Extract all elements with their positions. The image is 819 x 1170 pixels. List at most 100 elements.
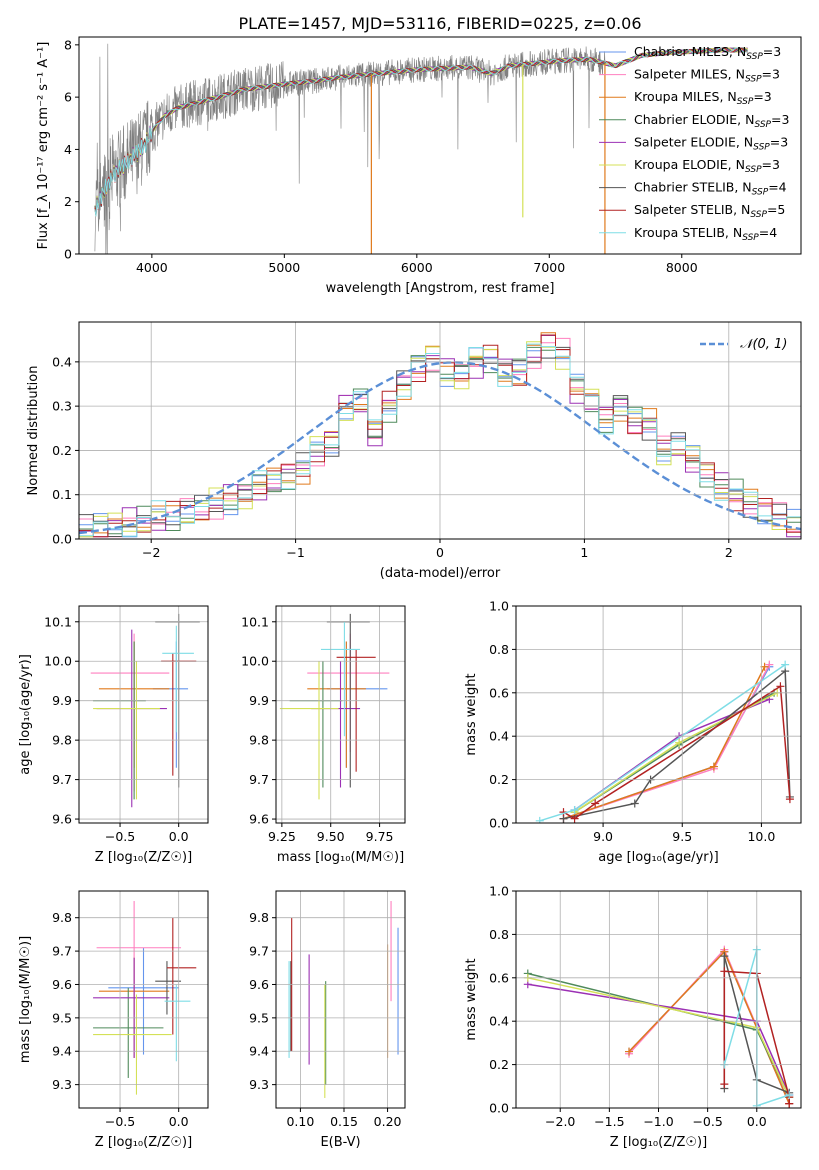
legend-suffix: =3	[753, 89, 771, 104]
x-tick-label: 1	[580, 545, 588, 560]
y-axis-label: mass weight	[464, 958, 479, 1040]
x-tick-label: 9.0	[593, 829, 613, 844]
legend-label: Salpeter STELIB, N	[634, 202, 750, 217]
y-tick-label: 10.1	[44, 614, 72, 629]
y-tick-label: 0.6	[489, 685, 509, 700]
axes-frame	[275, 890, 406, 1109]
y-tick-label: 9.3	[249, 1077, 269, 1092]
series-marker	[785, 795, 794, 804]
y-tick-label: 0.0	[489, 1101, 509, 1116]
x-tick-label: −0.5	[692, 1114, 722, 1129]
plot-area	[90, 613, 200, 808]
legend-label: Chabrier STELIB, N	[634, 180, 752, 195]
y-tick-label: 9.5	[249, 1010, 269, 1025]
observed-spectrum-line	[94, 43, 606, 254]
chart-age-vs-Z: −0.5 0.0 9.6 9.7 9.8 9.9 10.0 10.1 Z [log₁₀(Z/Z☉…	[18, 605, 209, 865]
legend-subscript: SSP	[752, 188, 769, 198]
axes-frame	[78, 36, 802, 255]
series-marker	[776, 682, 785, 691]
legend-suffix: =3	[762, 67, 780, 82]
legend-subscript: SSP	[745, 165, 762, 175]
y-tick-label: 9.8	[249, 910, 269, 925]
legend-entry: Kroupa MILES, NSSP=3	[634, 89, 772, 107]
axes-frame	[275, 605, 406, 824]
x-tick-label: 9.25	[268, 829, 296, 844]
chart-weight-vs-age: 9.0 9.5 10.0 0.0 0.2 0.4 0.6 0.8 1.0 age [log₁₀(a…	[464, 599, 802, 865]
legend-label: Chabrier ELODIE, N	[634, 112, 754, 127]
y-tick-label: 1.0	[489, 884, 509, 899]
y-axis-label: Flux [f_λ 10⁻¹⁷ erg cm⁻² s⁻¹ A⁻¹]	[36, 42, 51, 250]
legend-entry: Chabrier ELODIE, NSSP=3	[634, 112, 789, 130]
series-line	[563, 685, 791, 820]
y-axis-label: mass weight	[464, 673, 479, 755]
legend-label: Salpeter MILES, N	[634, 67, 745, 82]
y-tick-label: 9.7	[249, 772, 269, 787]
series-marker	[675, 738, 684, 747]
y-tick-label: 9.6	[249, 812, 269, 827]
legend-suffix: =3	[771, 112, 789, 127]
y-axis-label: age [log₁₀(age/yr)]	[18, 654, 33, 775]
chart-weight-vs-Z: −2.0 −1.5 −1.0 −0.5 0.0 0.0 0.2 0.4 0.6 0.8 1.0 Z […	[464, 884, 802, 1150]
axes-frame	[515, 605, 802, 824]
series-marker	[720, 952, 729, 961]
x-axis-label: E(B-V)	[320, 1135, 360, 1150]
y-tick-label: 4	[64, 142, 72, 157]
y-tick-label: 10.1	[241, 614, 269, 629]
y-tick-label: 0.6	[489, 970, 509, 985]
legend-label: Kroupa STELIB, N	[634, 225, 742, 240]
y-tick-label: 0.0	[489, 816, 509, 831]
series-marker	[535, 816, 544, 823]
x-tick-label: 2	[725, 545, 733, 560]
legend-entry: Kroupa STELIB, NSSP=4	[634, 225, 777, 243]
x-axis-label: (data-model)/error	[380, 566, 501, 581]
x-axis-label: mass [log₁₀(M/M☉)]	[277, 850, 404, 865]
axes-frame	[78, 605, 209, 824]
chart-spectrum: 4000 5000 6000 7000 8000 0 2 4 6 8 wavelength [Ang…	[36, 36, 802, 296]
x-tick-label: 0.20	[374, 1114, 402, 1129]
x-tick-label: 6000	[401, 260, 433, 275]
series-marker	[591, 799, 600, 808]
model-spectrum-line	[94, 47, 748, 217]
x-tick-label: 0.0	[747, 1114, 767, 1129]
legend-suffix: =3	[763, 44, 781, 59]
series-marker	[709, 762, 718, 771]
x-axis-label: wavelength [Angstrom, rest frame]	[326, 281, 555, 296]
y-tick-label: 0.2	[489, 772, 509, 787]
y-tick-label: 9.6	[52, 977, 72, 992]
y-tick-label: 0.1	[52, 487, 72, 502]
axes-frame	[78, 890, 209, 1109]
y-tick-label: 9.8	[249, 733, 269, 748]
x-tick-label: −1.5	[594, 1114, 624, 1129]
series-marker	[630, 799, 639, 808]
series-marker	[720, 1080, 729, 1089]
figure-title: PLATE=1457, MJD=53116, FIBERID=0225, z=0…	[238, 14, 641, 33]
legend-subscript: SSP	[753, 142, 770, 152]
x-tick-label: 4000	[136, 260, 168, 275]
y-tick-label: 9.8	[52, 733, 72, 748]
legend-entry: 𝒩(0, 1)	[740, 337, 787, 352]
y-tick-label: 9.9	[52, 693, 72, 708]
y-tick-label: 0.8	[489, 927, 509, 942]
x-tick-label: 0.0	[169, 829, 189, 844]
plot-area	[279, 613, 390, 800]
y-tick-label: 0.4	[489, 729, 509, 744]
y-tick-label: 9.6	[52, 812, 72, 827]
legend-label: Kroupa ELODIE, N	[634, 157, 745, 172]
y-tick-label: 0.8	[489, 642, 509, 657]
y-tick-label: 2	[64, 194, 72, 209]
series-marker	[785, 1090, 794, 1099]
y-tick-label: 9.7	[249, 944, 269, 959]
legend-entry: Kroupa ELODIE, NSSP=3	[634, 157, 780, 175]
x-tick-label: 0.15	[330, 1114, 358, 1129]
chart-layer: 4000 5000 6000 7000 8000 0 2 4 6 8 wavelength [Ang…	[18, 36, 802, 1150]
y-tick-label: 9.7	[52, 772, 72, 787]
x-tick-label: 9.75	[366, 829, 394, 844]
chart-residuals: −2 −1 0 1 2 0.0 0.1 0.2 0.3 0.4 (data-model)/error…	[26, 321, 802, 581]
x-tick-label: 5000	[268, 260, 300, 275]
y-tick-label: 0.2	[489, 1057, 509, 1072]
y-tick-label: 9.4	[249, 1044, 269, 1059]
y-tick-label: 0.0	[52, 532, 72, 547]
x-tick-label: 0.0	[169, 1114, 189, 1129]
y-tick-label: 9.7	[52, 944, 72, 959]
